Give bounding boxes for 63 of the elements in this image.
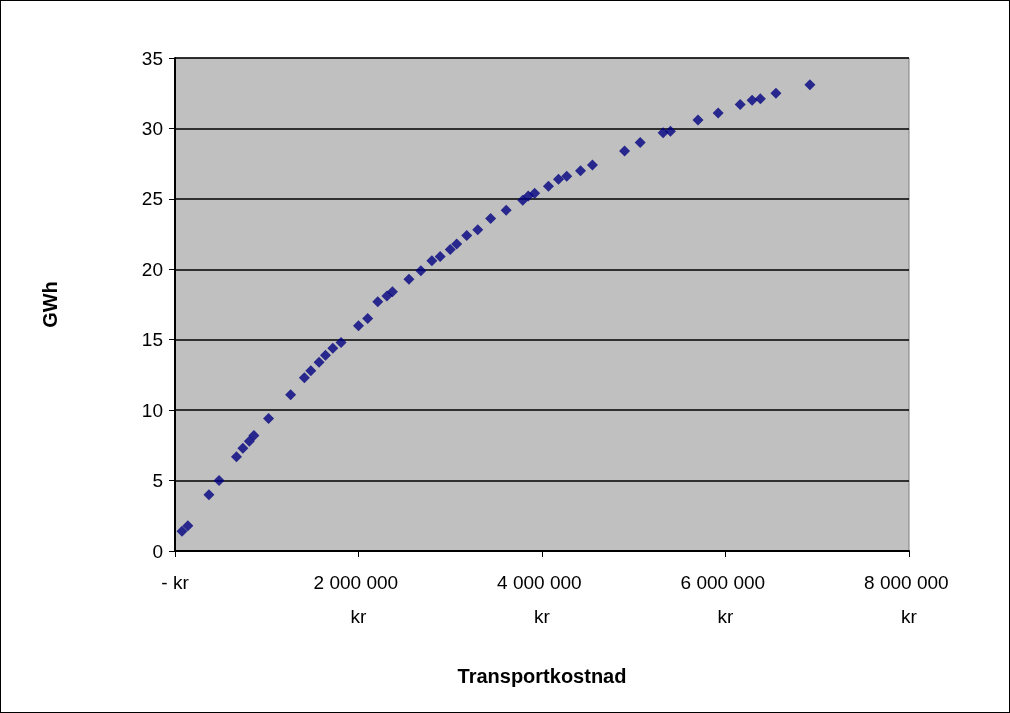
point	[692, 114, 704, 126]
point	[362, 313, 374, 325]
point	[335, 337, 347, 349]
point	[285, 389, 297, 401]
point	[403, 273, 415, 285]
point	[561, 170, 573, 182]
point	[529, 187, 541, 199]
point	[230, 451, 242, 463]
point	[386, 286, 398, 298]
point	[634, 137, 646, 149]
point	[327, 342, 339, 354]
point	[461, 229, 473, 241]
point	[263, 413, 275, 425]
y-tick-label: 20	[141, 258, 163, 280]
y-axis-title: GWh	[39, 281, 61, 328]
x-tick-label: - kr	[161, 571, 190, 593]
point	[553, 173, 565, 185]
point	[746, 94, 758, 106]
point	[243, 435, 255, 447]
point	[319, 349, 331, 361]
point	[575, 165, 587, 177]
point	[298, 372, 310, 384]
point	[664, 125, 676, 137]
point	[415, 265, 427, 277]
point	[372, 296, 384, 308]
point	[542, 180, 554, 192]
x-tick-label: 4 000 000 kr	[497, 571, 587, 627]
y-tick-label: 25	[141, 188, 163, 210]
point	[237, 442, 249, 454]
point	[586, 159, 598, 171]
point	[619, 145, 631, 157]
x-tick-label: 8 000 000 kr	[864, 571, 954, 627]
y-tick-label: 0	[152, 540, 163, 562]
point	[213, 475, 225, 487]
point	[203, 489, 215, 501]
y-tick-label: 10	[141, 399, 163, 421]
point	[734, 98, 746, 110]
point	[472, 224, 484, 236]
point	[182, 520, 194, 532]
point	[485, 213, 497, 225]
y-tick-label: 35	[141, 47, 163, 69]
y-tick-label: 15	[141, 329, 163, 351]
point	[313, 356, 325, 368]
point	[176, 525, 188, 537]
y-tick-label: 5	[152, 470, 163, 492]
x-tick-label: 6 000 000 kr	[680, 571, 771, 627]
point	[434, 251, 446, 263]
point	[353, 320, 364, 332]
y-tick-label: 30	[141, 117, 163, 139]
point	[305, 365, 317, 377]
point	[248, 430, 260, 441]
point	[444, 244, 456, 256]
point	[517, 194, 529, 206]
point	[804, 79, 816, 91]
point	[770, 87, 782, 99]
point	[754, 93, 766, 105]
point	[712, 107, 724, 119]
point	[500, 204, 512, 216]
point	[451, 238, 463, 250]
x-axis-title: Transportkostnad	[457, 665, 627, 687]
point	[381, 290, 393, 302]
x-tick-label: 2 000 000 kr	[313, 571, 404, 627]
point	[426, 255, 438, 267]
